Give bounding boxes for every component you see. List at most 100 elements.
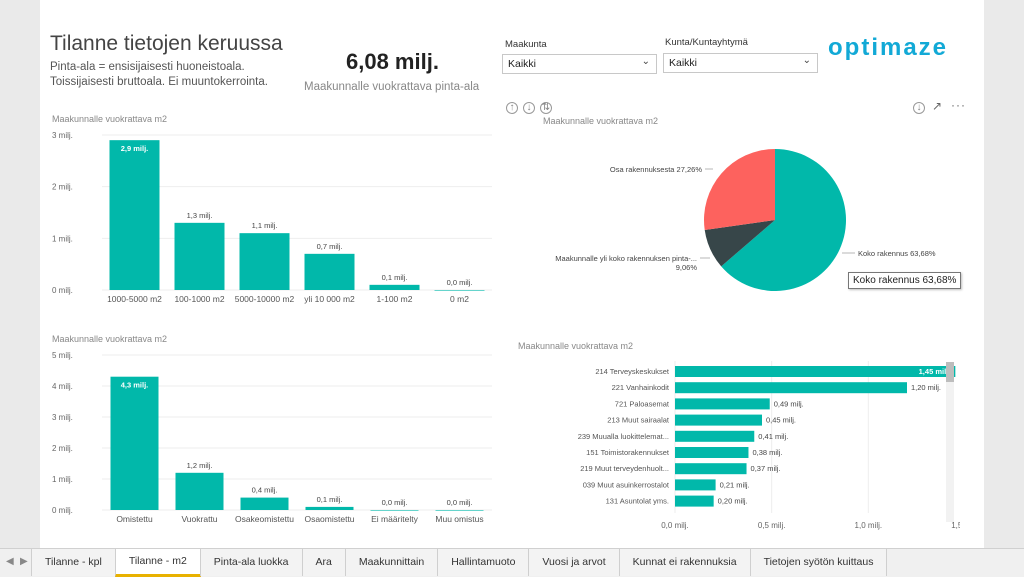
page-subtitle: Pinta-ala = ensisijaisesti huoneistoala.… <box>50 60 268 90</box>
download-icon[interactable]: ↓ <box>913 102 925 114</box>
pie-slice <box>704 149 775 231</box>
page-tab[interactable]: Kunnat ei rakennuksia <box>618 549 751 576</box>
data-label: 2,9 milj. <box>121 144 149 153</box>
x-tick-label: Omistettu <box>116 514 153 524</box>
subtitle-line-2: Toissijaisesti bruttoala. Ei muuntokerro… <box>50 76 268 88</box>
chevron-down-icon: ⌄ <box>641 56 650 67</box>
bar <box>240 497 289 510</box>
chart-title: Maakunnalle vuokrattava m2 <box>52 114 167 124</box>
drill-down-icon[interactable]: ↓ <box>523 102 535 114</box>
bar <box>369 284 420 290</box>
data-label: 0,49 milj. <box>774 399 804 408</box>
page-title: Tilanne tietojen keruussa <box>50 32 283 55</box>
y-tick-label: 239 Muualla luokittelemat... <box>578 432 669 441</box>
y-tick-label: 221 Vanhainkodit <box>612 383 670 392</box>
bar <box>675 447 749 458</box>
bar <box>434 290 485 291</box>
page-tab[interactable]: Hallintamuoto <box>437 549 530 576</box>
pie-tooltip: Koko rakennus 63,68% <box>848 272 962 289</box>
data-label: 0,21 milj. <box>720 480 750 489</box>
kpi-card-value: 6,08 milj. <box>346 49 439 74</box>
expand-all-icon[interactable]: ⇅ <box>540 102 552 114</box>
page-tab[interactable]: Tilanne - kpl <box>31 549 116 576</box>
y-tick-label: 214 Terveyskeskukset <box>595 367 670 376</box>
y-tick-label: 219 Muut terveydenhuolt... <box>580 464 669 473</box>
y-tick-label: 3 milj. <box>52 413 73 422</box>
pie-label: Maakunnalle yli koko rakennuksen pinta-.… <box>555 254 697 263</box>
pie-slice <box>721 149 846 291</box>
x-tick-label: Osaomistettu <box>304 514 354 524</box>
optimaze-logo: optimaze <box>828 34 949 61</box>
y-tick-label: 1 milj. <box>52 234 73 243</box>
x-tick-label: 1-100 m2 <box>377 294 413 304</box>
x-tick-label: 100-1000 m2 <box>174 294 224 304</box>
kpi-card-label: Maakunnalle vuokrattava pinta-ala <box>304 81 480 93</box>
data-label: 1,2 milj. <box>187 461 213 470</box>
data-label: 1,3 milj. <box>187 211 213 220</box>
y-tick-label: 1 milj. <box>52 475 73 484</box>
x-tick-label: 0,0 milj. <box>661 521 689 530</box>
x-tick-label: 5000-10000 m2 <box>235 294 295 304</box>
bar <box>174 222 225 290</box>
kunta-slicer-label: Kunta/Kuntayhtymä <box>665 37 748 48</box>
pie-slice <box>704 220 775 267</box>
page-tabs: Tilanne - kpl Tilanne - m2 Pinta-ala luokk… <box>31 549 888 577</box>
building-share-pie-chart: Maakunnalle vuokrattava m2 Koko rakennus … <box>543 116 936 291</box>
page-tab[interactable]: Pinta-ala luokka <box>199 549 303 576</box>
bar <box>305 506 354 510</box>
bar <box>675 495 714 507</box>
x-tick-label: 0,5 milj. <box>758 521 786 530</box>
y-tick-label: 0 milj. <box>52 506 73 515</box>
x-tick-label: Osakeomistettu <box>235 514 294 524</box>
pie-label: Koko rakennus 63,68% <box>858 249 936 258</box>
x-tick-label: 0 m2 <box>450 294 469 304</box>
chart-title: Maakunnalle vuokrattava m2 <box>518 341 633 351</box>
subtitle-line-1: Pinta-ala = ensisijaisesti huoneistoala. <box>50 61 245 73</box>
y-tick-label: 131 Asuntolat yms. <box>606 497 669 506</box>
focus-mode-icon[interactable]: ↗ <box>932 99 943 113</box>
data-label: 0,41 milj. <box>758 432 788 441</box>
more-options-icon[interactable]: ··· <box>951 98 966 112</box>
data-label: 0,37 milj. <box>751 464 781 473</box>
bar <box>675 414 762 426</box>
maakunta-slicer-label: Maakunta <box>505 39 547 50</box>
maakunta-slicer-dropdown[interactable]: Kaikki ⌄ <box>502 54 657 74</box>
y-tick-label: 2 milj. <box>52 183 73 192</box>
y-tick-label: 0 milj. <box>52 286 73 295</box>
page-tab[interactable]: Tilanne - m2 <box>114 549 201 577</box>
chart-title: Maakunnalle vuokrattava m2 <box>52 334 167 344</box>
nav-right-icon[interactable]: ▶ <box>20 556 28 567</box>
data-label: 0,0 milj. <box>447 498 473 507</box>
kunta-slicer-value: Kaikki <box>669 57 698 69</box>
bar <box>370 510 419 511</box>
chart-scrollbar-track[interactable] <box>946 362 954 522</box>
kunta-slicer-dropdown[interactable]: Kaikki ⌄ <box>663 53 818 73</box>
data-label: 1,20 milj. <box>911 383 941 392</box>
data-label: 0,0 milj. <box>447 278 473 287</box>
chart-scrollbar-thumb[interactable] <box>946 362 954 382</box>
pie-label-pct: 9,06% <box>676 263 698 272</box>
size-class-bar-chart: Maakunnalle vuokrattava m2 3 milj. 2 milj.… <box>52 114 492 304</box>
maakunta-slicer-value: Kaikki <box>508 58 537 70</box>
data-label: 1,1 milj. <box>252 221 278 230</box>
bar <box>435 510 484 511</box>
y-tick-label: 721 Paloasemat <box>615 399 670 408</box>
data-label: 0,1 milj. <box>382 273 408 282</box>
bar <box>675 463 747 475</box>
data-label: 0,20 milj. <box>718 497 748 506</box>
pie-label: Osa rakennuksesta 27,26% <box>610 165 702 174</box>
y-tick-label: 2 milj. <box>52 444 73 453</box>
bar <box>239 233 290 290</box>
bar <box>175 472 224 510</box>
drill-up-icon[interactable]: ↑ <box>506 102 518 114</box>
bar <box>675 366 956 377</box>
page-tab[interactable]: Ara <box>301 549 346 576</box>
page-tab[interactable]: Vuosi ja arvot <box>528 549 620 576</box>
nav-left-icon[interactable]: ◀ <box>6 556 14 567</box>
data-label: 0,45 milj. <box>766 416 796 425</box>
page-tab[interactable]: Tietojen syötön kuittaus <box>749 549 888 576</box>
page-tab[interactable]: Maakunnittain <box>344 549 439 576</box>
x-tick-label: yli 10 000 m2 <box>304 294 355 304</box>
x-tick-label: Ei määritelty <box>371 514 419 524</box>
x-tick-label: 1,0 milj. <box>855 521 883 530</box>
